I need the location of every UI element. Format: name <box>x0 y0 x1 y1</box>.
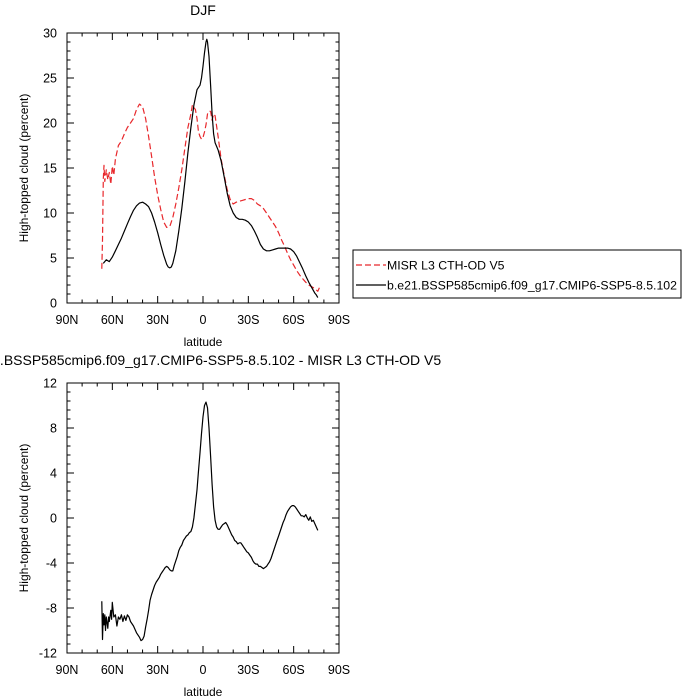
y-tick-label: 10 <box>43 207 57 221</box>
legend-box <box>352 249 682 299</box>
y-tick-label: -4 <box>46 557 57 571</box>
x-tick-label: 0 <box>200 663 207 677</box>
bottom-x-tick-labels: 90N 60N 30N 0 30S 60S 90S <box>56 663 351 677</box>
legend: MISR L3 CTH-OD V5 b.e21.BSSP585cmip6.f09… <box>352 249 682 299</box>
y-tick-label: 20 <box>43 117 57 131</box>
x-tick-label: 60S <box>283 663 305 677</box>
bottom-series <box>101 401 319 642</box>
y-tick-label: 25 <box>43 72 57 86</box>
y-tick-label: 5 <box>50 252 57 266</box>
bottom-ticks <box>66 382 340 654</box>
x-tick-label: 60N <box>101 313 124 327</box>
panel-top: DJF 0 5 10 15 20 25 30 90N 60N 30N 0 30S 60S 90S lat… <box>17 2 350 349</box>
top-plot-frame <box>66 32 340 304</box>
bottom-y-tick-labels: -12 -8 -4 0 4 8 12 <box>39 377 57 661</box>
x-tick-label: 90S <box>328 663 350 677</box>
y-tick-label: 8 <box>50 422 57 436</box>
y-tick-label: -12 <box>39 647 57 661</box>
top-ticks <box>66 32 340 304</box>
panel-bottom: b.e21.BSSP585cmip6.f09_g17.CMIP6-SSP5-8.… <box>0 352 441 699</box>
x-tick-label: 0 <box>200 313 207 327</box>
bottom-x-axis-label: latitude <box>184 685 223 699</box>
y-tick-label: -8 <box>46 602 57 616</box>
y-tick-label: 15 <box>43 162 57 176</box>
top-series <box>101 38 320 298</box>
top-x-tick-labels: 90N 60N 30N 0 30S 60S 90S <box>56 313 351 327</box>
y-tick-label: 12 <box>43 377 57 391</box>
y-tick-label: 4 <box>50 467 57 481</box>
legend-label-misr: MISR L3 CTH-OD V5 <box>387 259 505 273</box>
bottom-series-line-0 <box>101 401 319 642</box>
x-tick-label: 60N <box>101 663 124 677</box>
top-series-line-0 <box>101 103 320 292</box>
x-tick-label: 30S <box>237 313 259 327</box>
x-tick-label: 30N <box>146 663 169 677</box>
y-tick-label: 0 <box>50 297 57 311</box>
x-tick-label: 90S <box>328 313 350 327</box>
y-tick-label: 0 <box>50 512 57 526</box>
x-tick-label: 30S <box>237 663 259 677</box>
legend-label-model: b.e21.BSSP585cmip6.f09_g17.CMIP6-SSP5-8.… <box>387 279 677 293</box>
top-y-tick-labels: 0 5 10 15 20 25 30 <box>43 27 57 311</box>
x-tick-label: 60S <box>283 313 305 327</box>
bottom-chart-title: b.e21.BSSP585cmip6.f09_g17.CMIP6-SSP5-8.… <box>0 352 441 368</box>
top-chart-title: DJF <box>190 2 216 18</box>
bottom-y-axis-label: High-topped cloud (percent) <box>17 444 31 593</box>
x-tick-label: 90N <box>56 313 79 327</box>
top-series-line-1 <box>102 38 319 298</box>
x-tick-label: 90N <box>56 663 79 677</box>
top-x-axis-label: latitude <box>184 335 223 349</box>
y-tick-label: 30 <box>43 27 57 41</box>
top-y-axis-label: High-topped cloud (percent) <box>17 94 31 243</box>
x-tick-label: 30N <box>146 313 169 327</box>
